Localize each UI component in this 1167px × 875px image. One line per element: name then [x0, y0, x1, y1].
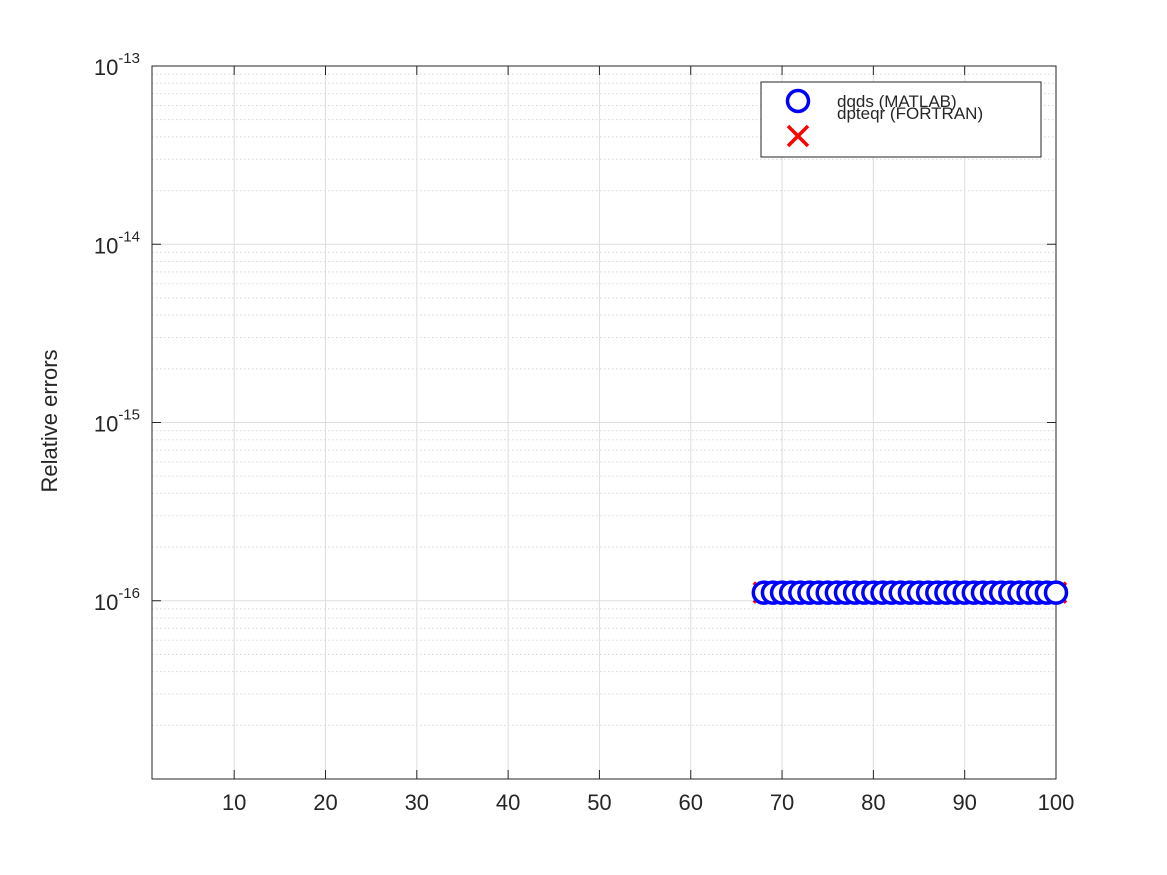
- legend-cross-marker: [786, 124, 810, 148]
- x-tick-label: 100: [1038, 790, 1075, 815]
- x-tick-label: 60: [679, 790, 703, 815]
- y-tick-labels: 10-16 10-15 10-14 10-13: [94, 50, 140, 615]
- x-tick-label: 90: [952, 790, 976, 815]
- y-tick-label: 10-16: [94, 585, 140, 615]
- y-tick-label: 10-13: [94, 50, 140, 80]
- y-tick-label: 10-15: [94, 407, 140, 437]
- x-tick-label: 30: [405, 790, 429, 815]
- dqds-marker: [1043, 580, 1069, 605]
- x-tick-label: 70: [770, 790, 794, 815]
- legend: dqds (MATLAB)dpteqr (FORTRAN): [760, 81, 1042, 158]
- y-tick-label: 10-14: [94, 228, 140, 258]
- x-tick-labels: 10 20 30 40 50 60 70 80 90 100: [222, 790, 1074, 815]
- legend-circle-marker: [785, 88, 811, 114]
- grid: [152, 65, 1057, 779]
- x-tick-label: 10: [222, 790, 246, 815]
- y-axis-title: Relative errors: [37, 349, 62, 492]
- axes: [151, 65, 1057, 780]
- x-tick-label: 80: [861, 790, 885, 815]
- legend-label-dqds: dqds (MATLAB): [837, 92, 957, 111]
- x-tick-label: 40: [496, 790, 520, 815]
- x-tick-label: 50: [587, 790, 611, 815]
- plot-series: [751, 580, 1069, 605]
- x-tick-label: 20: [313, 790, 337, 815]
- legend-label-dpteqr: dpteqr (FORTRAN): [837, 104, 983, 123]
